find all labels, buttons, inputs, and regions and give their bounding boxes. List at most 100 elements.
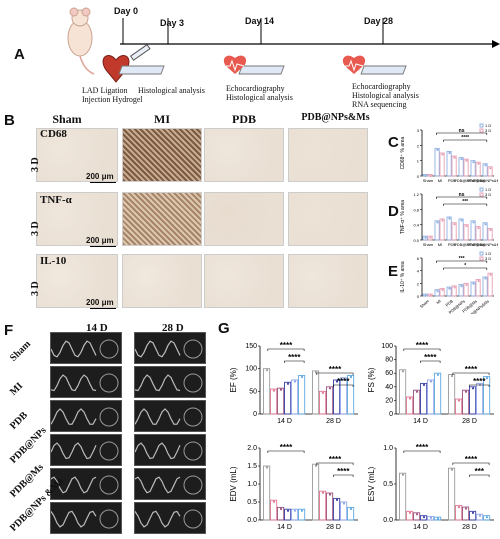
echo-image-4-0 bbox=[50, 468, 122, 500]
sig-bracket bbox=[420, 360, 441, 363]
data-point bbox=[472, 161, 475, 164]
data-point bbox=[489, 273, 492, 276]
bar bbox=[291, 508, 299, 521]
bar bbox=[319, 490, 327, 521]
timeline-graphic bbox=[67, 7, 500, 83]
data-point bbox=[460, 219, 463, 222]
data-point bbox=[408, 511, 412, 514]
y-tick-label: 2.0 bbox=[247, 445, 257, 452]
y-tick-label: 1.0 bbox=[383, 445, 393, 452]
data-point bbox=[484, 223, 487, 226]
legend-swatch bbox=[479, 123, 484, 128]
x-tick-label: 14 D bbox=[413, 524, 428, 531]
bar bbox=[422, 235, 428, 241]
ihc-tile-il10-3 bbox=[288, 254, 368, 308]
x-tick-label: PDB@NPs bbox=[454, 242, 474, 247]
data-point bbox=[429, 516, 433, 519]
ihc-tile-tnf-0 bbox=[36, 192, 118, 246]
bar bbox=[451, 155, 457, 177]
bar bbox=[475, 279, 481, 297]
data-point bbox=[450, 468, 454, 471]
x-tick-label: PDB@Ms bbox=[467, 178, 485, 183]
bar bbox=[284, 381, 292, 415]
timeline-day-14: Day 14 bbox=[245, 16, 275, 26]
data-point bbox=[349, 375, 353, 379]
timeline-day-0: Day 0 bbox=[114, 6, 139, 16]
bar bbox=[482, 276, 488, 297]
sig-bracket bbox=[443, 139, 488, 142]
bar bbox=[463, 282, 469, 297]
y-tick-label: 0 bbox=[389, 411, 393, 418]
data-point bbox=[424, 236, 427, 239]
sig-bracket bbox=[452, 372, 490, 375]
bar bbox=[312, 463, 320, 521]
echo-image-0-1 bbox=[134, 332, 206, 364]
sig-label: **** bbox=[473, 377, 486, 386]
data-point bbox=[448, 151, 451, 155]
echo-image-2-1 bbox=[134, 400, 206, 432]
panel-label-d: D bbox=[388, 203, 399, 220]
sig-bracket bbox=[333, 474, 354, 477]
bar bbox=[277, 387, 285, 415]
data-point bbox=[335, 380, 339, 383]
sig-label: ns bbox=[459, 128, 465, 134]
bar bbox=[347, 506, 355, 521]
sig-label: **** bbox=[288, 353, 301, 362]
timeline-day28-notes: Echocardiography Histological analysis RNA… bbox=[352, 82, 419, 109]
y-tick-label: 50 bbox=[249, 388, 257, 395]
sig-bracket bbox=[267, 450, 305, 453]
sig-label: **** bbox=[416, 341, 429, 350]
echo-col-28d: 28 D bbox=[162, 322, 184, 334]
y-tick-label: 150 bbox=[245, 343, 257, 350]
scale-bar-2 bbox=[90, 246, 116, 247]
y-tick-label: 3 bbox=[417, 128, 420, 133]
bar bbox=[333, 497, 341, 521]
data-point bbox=[293, 509, 297, 512]
y-tick-label: 4 bbox=[417, 269, 420, 274]
x-tick-label: MI bbox=[438, 178, 442, 183]
bar bbox=[458, 218, 464, 241]
x-tick-label: PDB@NPs&Ms bbox=[474, 242, 498, 247]
x-tick-label: Sham bbox=[419, 298, 431, 309]
sig-label: **** bbox=[416, 443, 429, 452]
x-tick-label: PDB bbox=[448, 242, 457, 247]
heart-icon bbox=[102, 55, 130, 83]
sig-bracket bbox=[403, 348, 441, 351]
bar bbox=[399, 472, 407, 521]
legend-swatch bbox=[479, 192, 484, 197]
bar bbox=[463, 224, 469, 241]
bar bbox=[487, 272, 493, 297]
echo-row-label-1: MI bbox=[8, 380, 26, 398]
sig-label: **** bbox=[465, 455, 478, 464]
scale-label-2: 200 μm bbox=[86, 236, 114, 245]
y-tick-label: 1.0 bbox=[247, 481, 257, 488]
panel-label-a: A bbox=[14, 46, 25, 63]
panel-label-b: B bbox=[4, 112, 15, 129]
y-tick-label: 1.5 bbox=[247, 463, 257, 470]
data-point bbox=[484, 277, 487, 280]
ihc-col-pdb: PDB bbox=[232, 112, 256, 126]
y-tick-label: 0.4 bbox=[413, 223, 419, 228]
data-point bbox=[436, 148, 439, 151]
sig-label: * bbox=[464, 263, 466, 269]
timeline-day-28: Day 28 bbox=[364, 16, 394, 26]
echo-image-5-1 bbox=[134, 502, 206, 534]
data-point bbox=[436, 517, 440, 520]
sig-bracket bbox=[469, 474, 490, 477]
data-point bbox=[293, 380, 297, 383]
panel-label-g: G bbox=[218, 320, 230, 337]
sig-bracket bbox=[403, 450, 441, 453]
sig-label: *** bbox=[459, 256, 465, 262]
y-tick-label: 0.8 bbox=[413, 207, 419, 212]
syringe-icon bbox=[129, 43, 151, 61]
sig-bracket bbox=[443, 267, 488, 270]
sig-bracket bbox=[333, 384, 354, 387]
stain-label-il10: IL-10 bbox=[40, 255, 67, 267]
bar bbox=[439, 218, 445, 241]
x-tick-label: 28 D bbox=[326, 524, 341, 531]
bar bbox=[434, 289, 440, 297]
y-tick-label: 2 bbox=[417, 143, 420, 148]
data-point bbox=[485, 377, 489, 380]
